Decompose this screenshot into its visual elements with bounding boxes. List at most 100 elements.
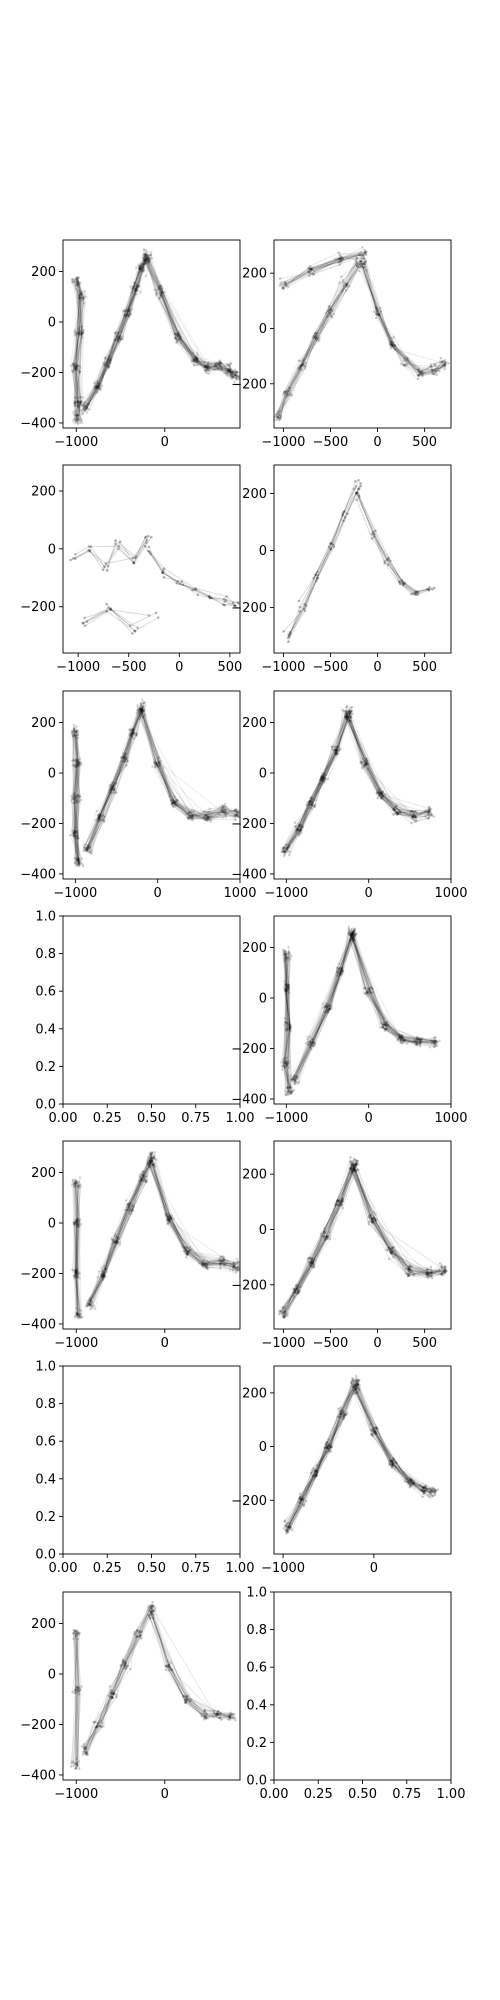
trajectory-point xyxy=(74,730,78,733)
trajectory-point xyxy=(308,1039,312,1043)
trajectory-point xyxy=(234,373,237,376)
trajectory-point xyxy=(353,927,356,930)
trajectory-point xyxy=(282,392,285,396)
trajectory-point xyxy=(335,746,338,749)
trajectory-point xyxy=(285,1093,289,1097)
trajectory-point xyxy=(183,1247,187,1250)
trajectory-point xyxy=(294,1077,297,1081)
trajectory-point xyxy=(234,808,238,811)
trajectory-line xyxy=(90,1158,152,1305)
trajectory-point xyxy=(348,285,351,288)
trajectory-point xyxy=(347,927,351,931)
trajectory-point xyxy=(78,795,81,798)
axes-frame xyxy=(273,690,452,880)
trajectory-point xyxy=(76,280,80,283)
trajectory-line xyxy=(285,252,366,283)
trajectory-point xyxy=(206,362,210,366)
trajectory-point xyxy=(158,764,162,767)
trajectory-point xyxy=(288,1023,292,1026)
trajectory-point xyxy=(148,1159,152,1162)
trajectory-point xyxy=(308,267,311,271)
trajectory-point xyxy=(203,810,207,814)
trajectory-point xyxy=(208,1260,211,1264)
trajectory-point xyxy=(421,373,424,377)
trajectory-point xyxy=(389,342,392,346)
trajectory-point xyxy=(363,764,367,768)
trajectory-line xyxy=(84,257,149,411)
trajectory-point xyxy=(340,969,344,972)
trajectory-point xyxy=(431,370,435,374)
trajectory-line xyxy=(74,284,83,420)
trajectory-point xyxy=(412,816,415,819)
trajectory-point xyxy=(208,594,211,598)
trajectory-point xyxy=(287,1062,290,1065)
trajectory-point xyxy=(77,1219,81,1222)
trajectory-point xyxy=(353,1167,356,1170)
trajectory-point xyxy=(376,308,380,311)
trajectory-point xyxy=(135,731,138,735)
trajectory-line xyxy=(293,931,355,1080)
trajectory-point xyxy=(72,365,75,369)
trajectory-point xyxy=(77,331,81,335)
trajectory-line xyxy=(288,711,349,847)
trajectory-point xyxy=(334,751,338,755)
trajectory-line xyxy=(169,1216,234,1268)
x-tick-label: 0.25 xyxy=(93,1111,122,1126)
trajectory-point xyxy=(75,763,78,767)
trajectory-point xyxy=(278,277,282,280)
trajectory-point xyxy=(365,759,368,762)
trajectory-point xyxy=(309,1261,313,1265)
trajectory-point xyxy=(77,1314,81,1317)
trajectory-point xyxy=(145,261,148,264)
trajectory-point xyxy=(132,727,136,731)
trajectory-point xyxy=(73,830,76,833)
trajectory-point xyxy=(327,1006,331,1009)
trajectory-line xyxy=(85,708,141,851)
trajectory-point xyxy=(361,246,364,249)
trajectory-point xyxy=(117,547,120,551)
trajectory-line xyxy=(286,959,291,1095)
trajectory-point xyxy=(303,364,306,368)
y-tick-label: 1.0 xyxy=(35,910,56,925)
trajectory-point xyxy=(235,1268,239,1272)
trajectory-point xyxy=(73,832,76,836)
trajectory-point xyxy=(428,1272,432,1275)
trajectory-point xyxy=(351,936,355,940)
trajectory-point xyxy=(85,406,89,409)
trajectory-point xyxy=(372,535,376,538)
trajectory-point xyxy=(295,828,298,832)
trajectory-point xyxy=(277,413,280,417)
trajectory-point xyxy=(77,297,80,300)
trajectory-line xyxy=(102,1174,145,1275)
trajectory-point xyxy=(140,265,144,269)
trajectory-point xyxy=(78,401,82,405)
trajectory-point xyxy=(349,1167,353,1171)
trajectory-point xyxy=(75,277,79,281)
trajectory-point xyxy=(78,1272,82,1275)
trajectory-point xyxy=(207,815,210,819)
trajectory-point xyxy=(291,1077,294,1081)
trajectory-point xyxy=(208,807,211,810)
trajectory-point xyxy=(289,393,292,397)
trajectory-point xyxy=(138,707,142,710)
trajectory-point xyxy=(359,259,363,263)
trajectory-point xyxy=(300,364,303,368)
trajectory-line xyxy=(73,729,81,834)
trajectory-point xyxy=(353,1163,356,1166)
trajectory-point xyxy=(175,335,178,339)
trajectory-point xyxy=(390,343,394,347)
trajectory-point xyxy=(88,548,91,552)
trajectory-point xyxy=(353,928,356,931)
trajectory-point xyxy=(361,254,365,257)
trajectory-point xyxy=(173,805,176,808)
trajectory-point xyxy=(319,777,323,781)
trajectory-point xyxy=(412,1273,415,1277)
trajectory-point xyxy=(294,831,298,834)
trajectory-point xyxy=(196,359,199,363)
trajectory-point xyxy=(236,811,240,814)
trajectory-point xyxy=(323,779,326,783)
trajectory-line xyxy=(73,737,79,860)
trajectory-point xyxy=(76,416,80,420)
trajectory-point xyxy=(417,1038,420,1041)
